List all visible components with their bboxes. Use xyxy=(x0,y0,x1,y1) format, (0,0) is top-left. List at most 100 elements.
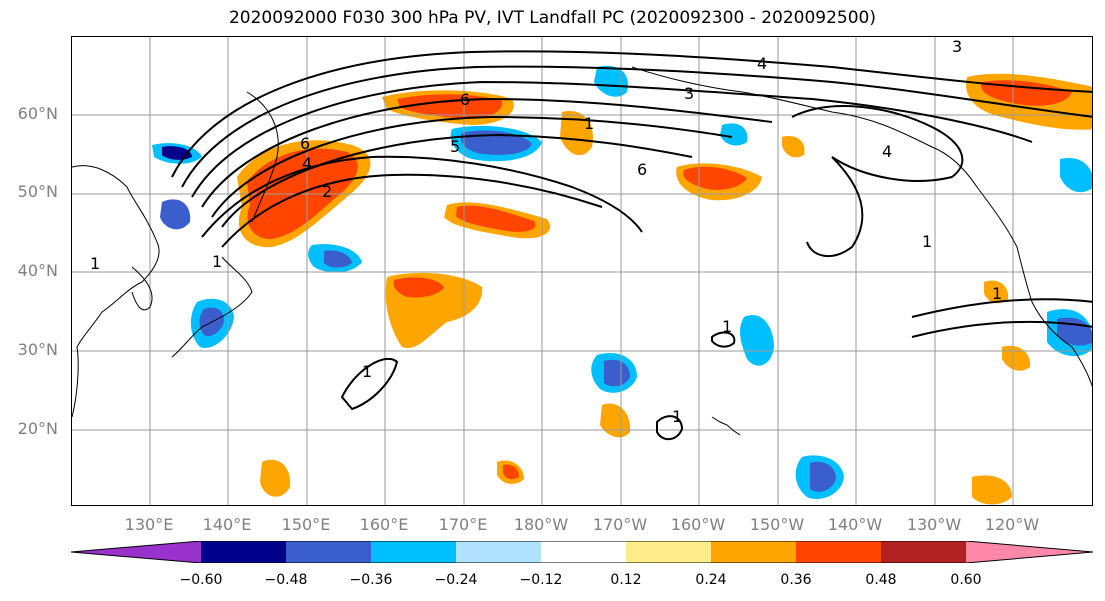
lon-label-150w: 150°W xyxy=(749,515,805,534)
lon-label-140w: 140°W xyxy=(827,515,883,534)
colorbar-tick-label: 0.60 xyxy=(950,572,982,588)
colorbar-segment xyxy=(626,541,711,563)
contour-outer xyxy=(171,50,1092,178)
colorbar-tick-label: −0.48 xyxy=(264,572,308,588)
contour-loop-20n xyxy=(656,415,684,441)
contour-label: 5 xyxy=(450,137,460,156)
lat-label-50n: 50°N xyxy=(17,182,58,201)
contour-label: 4 xyxy=(882,142,892,161)
colorbar-tick-label: 0.24 xyxy=(695,572,727,588)
contour-label: 1 xyxy=(212,252,222,271)
contour-label: 1 xyxy=(90,254,100,273)
contour-6 xyxy=(221,133,693,228)
coastline-kamchatka xyxy=(246,91,279,223)
colorbar xyxy=(71,541,1093,563)
contour-label: 1 xyxy=(992,284,1002,303)
coastlines xyxy=(72,66,1092,436)
negative-anomaly-40n-160e-core xyxy=(324,250,352,268)
contour-4 xyxy=(201,97,773,208)
colorbar-extend-high xyxy=(966,541,1093,563)
positive-anomaly-28n xyxy=(260,459,291,497)
lon-label-150e: 150°E xyxy=(281,515,331,534)
colorbar-segment xyxy=(456,541,541,563)
colorbar-tick-label: −0.24 xyxy=(434,572,478,588)
coastline-namerica xyxy=(976,186,1092,388)
negative-anomaly-westcoast xyxy=(1060,158,1092,193)
positive-anomaly-32n xyxy=(1002,345,1031,371)
coastline-japan xyxy=(171,256,253,358)
negative-anomaly-30n-140w xyxy=(740,315,774,366)
contour-label: 1 xyxy=(722,317,732,336)
lon-label-160w: 160°W xyxy=(670,515,726,534)
map-title: 2020092000 F030 300 hPa PV, IVT Landfall… xyxy=(228,8,876,28)
contour-label: 1 xyxy=(922,232,932,251)
colorbar-segment xyxy=(286,541,371,563)
map-panel: 6 4 2 6 5 4 3 1 1 1 1 6 4 3 1 1 1 1 xyxy=(71,36,1093,506)
positive-anomaly-mid xyxy=(560,111,593,156)
colorbar-tick-label: 0.36 xyxy=(780,572,812,588)
colorbar-tick-label: 0.12 xyxy=(610,572,642,588)
contour-label: 6 xyxy=(300,134,310,153)
colorbar-segment xyxy=(201,541,286,563)
positive-anomaly-22n xyxy=(600,403,631,438)
contour-label: 1 xyxy=(672,407,682,426)
lon-label-130e: 130°E xyxy=(124,515,174,534)
contour-label: 4 xyxy=(302,154,312,173)
contour-label: 6 xyxy=(460,90,470,109)
coastline-asia xyxy=(72,165,160,418)
colorbar-tick-label: −0.36 xyxy=(349,572,393,588)
colorbar-segment xyxy=(541,541,626,563)
pv-shading xyxy=(152,65,1092,505)
lat-label-60n: 60°N xyxy=(17,104,58,123)
lon-label-180w: 180°W xyxy=(513,515,569,534)
colorbar-tick-label: −0.60 xyxy=(179,572,223,588)
colorbar-extend-low xyxy=(71,541,201,563)
contour-label: 2 xyxy=(322,182,332,201)
colorbar-segment xyxy=(371,541,456,563)
negative-anomaly-46n xyxy=(160,199,191,230)
contour-loop-30n xyxy=(711,331,736,348)
coastline-hawaii xyxy=(711,416,741,436)
lat-label-40n: 40°N xyxy=(17,261,58,280)
positive-anomaly-streak-core xyxy=(456,205,536,232)
contour-3 xyxy=(191,80,1033,198)
negative-anomaly-15n-core xyxy=(810,461,836,492)
lat-label-20n: 20°N xyxy=(17,419,58,438)
contour-label: 3 xyxy=(952,37,962,56)
lon-label-140e: 140°E xyxy=(202,515,252,534)
coastline-korea xyxy=(131,266,153,311)
coastline-alaska xyxy=(631,66,978,188)
colorbar-segment xyxy=(796,541,881,563)
contour-label: 4 xyxy=(757,54,767,73)
positive-anomaly-north-core xyxy=(397,94,503,119)
pv-contours xyxy=(171,50,1092,441)
positive-anomaly-15n-180-core xyxy=(503,464,519,480)
colorbar-segment xyxy=(711,541,796,563)
colorbar-segment xyxy=(881,541,966,563)
gridlines xyxy=(72,37,1092,505)
contour-label-group: 6 4 2 6 5 4 3 1 1 1 1 6 4 3 1 1 1 1 xyxy=(90,37,1002,426)
colorbar-tick-label: −0.12 xyxy=(519,572,563,588)
lon-label-120w: 120°W xyxy=(984,515,1040,534)
contour-aleutian xyxy=(791,105,964,182)
contour-east xyxy=(911,298,1092,318)
lon-label-170w: 170°W xyxy=(592,515,648,534)
positive-anomaly-40n-core xyxy=(393,277,444,298)
positive-anomaly-northeast-core xyxy=(981,80,1072,106)
contour-loop-28n xyxy=(340,357,399,411)
colorbar-tick-label: 0.48 xyxy=(865,572,897,588)
contour-label: 3 xyxy=(684,84,694,103)
contour-inner-2 xyxy=(221,173,603,248)
contour-label: 1 xyxy=(362,362,372,381)
positive-anomaly-aleutian xyxy=(782,136,805,158)
contour-inner-1 xyxy=(201,155,643,238)
contour-east-loop xyxy=(911,320,1092,338)
contour-2 xyxy=(181,65,1092,188)
contour-label: 6 xyxy=(637,160,647,179)
contour-trough xyxy=(806,156,864,257)
negative-anomaly-30n-160w-core xyxy=(604,359,630,387)
negative-anomaly-60n xyxy=(594,65,628,97)
contour-5 xyxy=(211,115,733,218)
contour-label: 1 xyxy=(584,114,594,133)
map-canvas: 6 4 2 6 5 4 3 1 1 1 1 6 4 3 1 1 1 1 xyxy=(72,37,1092,505)
